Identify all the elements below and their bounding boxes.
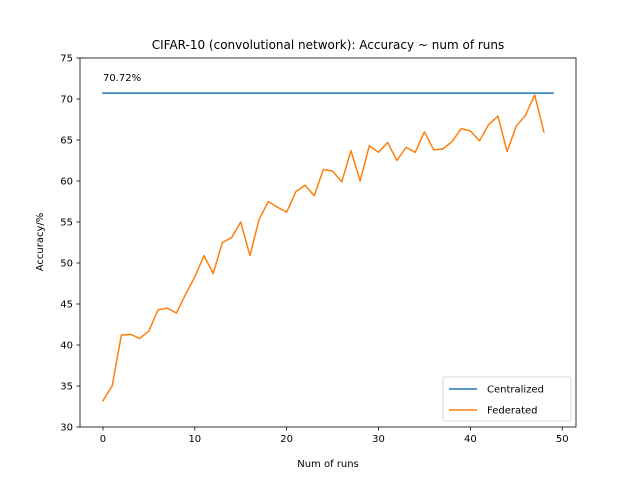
x-tick-label: 40 xyxy=(464,434,477,445)
y-tick-label: 65 xyxy=(60,136,73,147)
x-tick-label: 30 xyxy=(372,434,385,445)
legend-entry-centralized: Centralized xyxy=(487,385,544,396)
plot-area: 0 10 20 30 40 50 30 35 40 45 50 55 60 65 70 75 70.72% Cen… xyxy=(60,54,577,445)
x-tick-label: 0 xyxy=(100,434,106,445)
x-tick-label: 10 xyxy=(188,434,201,445)
y-tick-label: 55 xyxy=(60,218,73,229)
y-tick-label: 75 xyxy=(60,54,73,65)
y-tick-label: 35 xyxy=(60,382,73,393)
axes-frame xyxy=(79,57,577,428)
x-tick-label: 50 xyxy=(556,434,569,445)
y-axis-label: Accuracy/% xyxy=(35,213,46,272)
series-line-federated xyxy=(101,94,545,402)
y-tick-label: 30 xyxy=(60,423,73,434)
x-axis-label: Num of runs xyxy=(297,459,359,470)
legend-entry-federated: Federated xyxy=(487,406,538,417)
y-tick-label: 70 xyxy=(60,95,73,106)
y-tick-label: 60 xyxy=(60,177,73,188)
x-tick-label: 20 xyxy=(280,434,293,445)
y-tick-label: 45 xyxy=(60,300,73,311)
y-tick-label: 50 xyxy=(60,259,73,270)
chart-title: CIFAR-10 (convolutional network): Accura… xyxy=(152,38,505,52)
y-tick-label: 40 xyxy=(60,341,73,352)
annotation-label: 70.72% xyxy=(103,73,141,84)
